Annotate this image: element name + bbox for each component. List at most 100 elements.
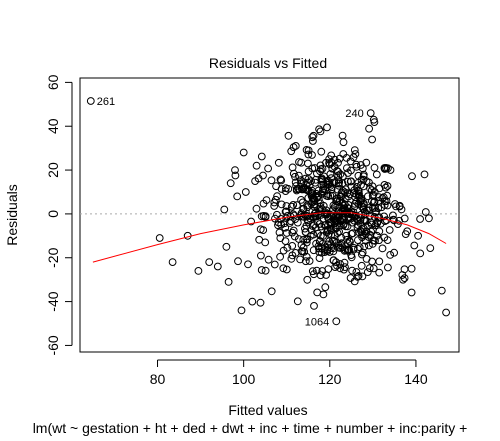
residual-point (315, 204, 324, 213)
residual-point (283, 243, 292, 252)
x-axis: 80 100 120 140 (150, 359, 428, 387)
residual-point (267, 176, 276, 185)
residual-point (282, 202, 291, 210)
residual-point (400, 214, 409, 223)
residual-point (373, 231, 381, 240)
residual-point (292, 186, 301, 195)
residual-point (256, 298, 265, 307)
residual-point (239, 148, 248, 157)
residual-point (343, 203, 352, 212)
x-tick-label: 80 (150, 371, 166, 387)
plot-frame (79, 77, 460, 353)
residual-point (338, 131, 347, 140)
residual-point (282, 229, 291, 237)
residual-point (277, 176, 286, 185)
residual-point (257, 251, 265, 260)
residual-point (305, 257, 314, 265)
residual-point (304, 167, 313, 176)
residual-point (357, 194, 366, 203)
residual-point (339, 204, 347, 213)
residual-point (168, 258, 177, 267)
residual-point (332, 258, 341, 267)
residual-point (386, 251, 395, 259)
residual-point (297, 196, 306, 204)
residual-point (368, 135, 377, 144)
residual-point (264, 164, 273, 173)
residual-point (271, 195, 280, 204)
residual-point (344, 192, 353, 201)
residual-point (318, 175, 327, 184)
residual-point (348, 229, 357, 238)
outlier-label: 1064 (305, 316, 329, 328)
y-tick-label: 60 (45, 74, 61, 90)
residual-point (399, 275, 407, 284)
residual-point (407, 288, 416, 297)
residual-point (233, 192, 242, 201)
residual-point (213, 262, 222, 271)
residual-point (252, 161, 261, 170)
residual-point (347, 230, 356, 238)
residual-point (289, 210, 298, 219)
residual-point (310, 302, 318, 310)
residual-point (281, 223, 290, 232)
residual-point (410, 241, 419, 250)
x-tick-label: 100 (232, 371, 256, 387)
residual-point (416, 249, 425, 258)
residual-point (308, 222, 317, 230)
residual-point (369, 198, 378, 207)
residual-point (329, 201, 338, 210)
residual-point (307, 199, 316, 208)
residual-point (365, 124, 374, 133)
residual-point (321, 283, 330, 292)
residual-point (421, 208, 430, 216)
residual-point (304, 175, 313, 183)
residual-point (370, 163, 379, 172)
residual-point (346, 157, 355, 166)
residual-point (352, 268, 361, 276)
residual-point (303, 275, 312, 284)
residual-point (276, 252, 285, 261)
residual-point (291, 172, 299, 181)
residual-point (291, 178, 300, 187)
residual-point (318, 239, 327, 248)
outlier-label: 261 (97, 96, 115, 108)
residual-point (261, 266, 270, 275)
residual-point (369, 190, 378, 199)
y-tick-label: 40 (45, 118, 61, 134)
residual-point (340, 258, 349, 267)
residual-point (357, 228, 366, 237)
residual-point (308, 133, 317, 142)
residual-point (347, 166, 355, 175)
residual-point (257, 212, 266, 221)
residual-point (350, 277, 359, 286)
residual-point (316, 237, 324, 245)
residual-point (297, 241, 306, 249)
residual-point (334, 179, 343, 188)
residual-point (293, 218, 302, 227)
residual-point (353, 183, 361, 191)
residual-point (358, 248, 367, 257)
residual-point (346, 177, 355, 186)
y-tick-label: -20 (45, 247, 61, 267)
residual-point (349, 245, 358, 254)
y-tick-label: 20 (45, 162, 61, 178)
residual-point (247, 217, 256, 226)
residual-point (380, 201, 389, 209)
residual-point (323, 123, 331, 132)
residual-point (300, 248, 309, 256)
plot-area: 261 240 1064 (80, 96, 459, 328)
residual-point (354, 272, 363, 280)
residual-point (323, 209, 332, 218)
residual-point (281, 237, 290, 246)
y-axis-label: Residuals (4, 184, 20, 245)
residual-point (231, 166, 239, 175)
residual-point (277, 200, 286, 209)
y-tick-label: 0 (45, 210, 61, 218)
residual-point (348, 266, 357, 275)
residual-point (309, 270, 318, 279)
residual-point (315, 254, 324, 263)
residual-point (408, 172, 416, 181)
residual-point (325, 159, 334, 167)
residual-point (375, 268, 384, 277)
residual-point (252, 204, 261, 213)
